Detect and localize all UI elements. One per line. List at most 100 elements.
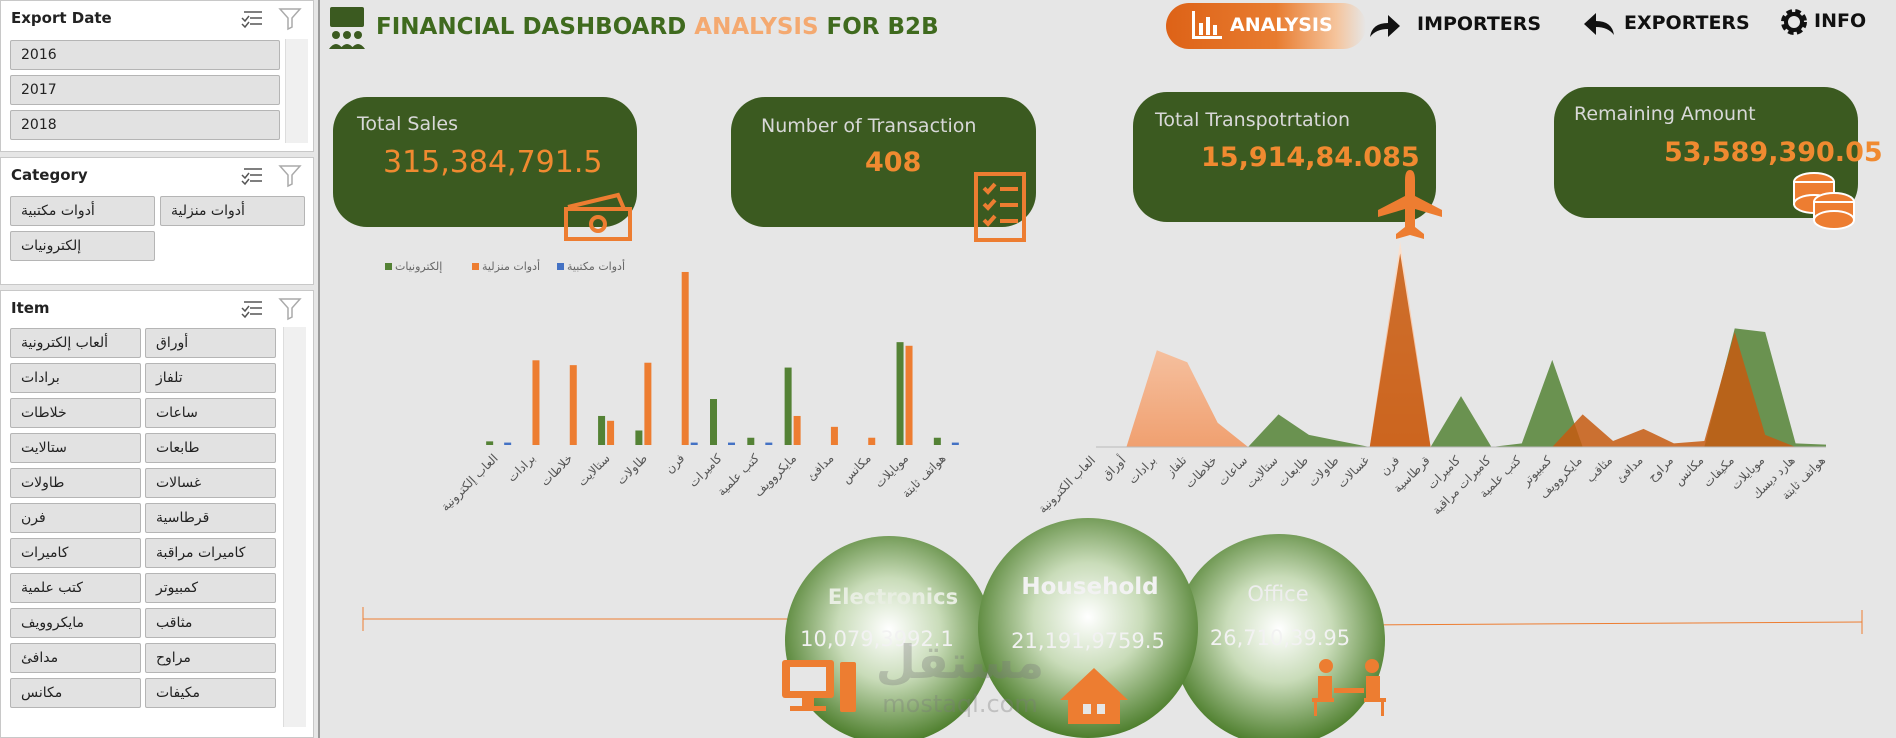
bubble-label: Office xyxy=(1247,582,1308,606)
bar xyxy=(598,415,606,445)
bar xyxy=(607,420,615,445)
slicer-button[interactable]: خلاطات xyxy=(10,398,141,428)
slicer-button[interactable]: مدافئ xyxy=(10,643,141,673)
x-tick-label: طابعات xyxy=(1275,453,1311,489)
x-tick-label: برادات xyxy=(1126,453,1160,487)
x-tick-label: برادات xyxy=(505,451,539,485)
slicer-button[interactable]: مكيفات xyxy=(145,678,276,708)
slicer-icons xyxy=(241,298,302,321)
x-tick-label: العاب إلكترونية xyxy=(438,451,501,514)
computer-icon xyxy=(782,660,856,712)
scrollbar[interactable] xyxy=(285,39,308,143)
money-icon xyxy=(564,192,632,241)
kpi-label: Total Transpotrtation xyxy=(1155,109,1351,131)
slicer-title: Item xyxy=(11,299,50,317)
legend-label: إلكترونيات xyxy=(395,260,442,273)
slicer-button[interactable]: أدوات منزلية xyxy=(160,196,305,226)
x-tick-label: مكانس xyxy=(839,451,875,487)
divider-line xyxy=(1359,621,1863,626)
slicer-button[interactable]: مايكروويف xyxy=(10,608,141,638)
slicer-button[interactable]: كاميرات مراقبة xyxy=(145,538,276,568)
slicer-button[interactable]: مثاقب xyxy=(145,608,276,638)
nav-label[interactable]: ANALYSIS xyxy=(1230,14,1333,36)
x-tick-label: ستالايت xyxy=(575,451,613,489)
slicer-button[interactable]: فرن xyxy=(10,503,141,533)
kpi-card: Remaining Amount 53,589,390.05 xyxy=(1554,87,1883,218)
bar xyxy=(747,437,755,445)
slicer-title: Category xyxy=(11,166,88,184)
nav-icon xyxy=(1781,9,1807,35)
x-tick-label: ستالايت xyxy=(1243,453,1281,491)
bubble xyxy=(785,536,993,738)
slicer-button[interactable]: كتب علمية xyxy=(10,573,141,603)
slicer-button[interactable]: قرطاسية xyxy=(145,503,276,533)
nav-icon xyxy=(1370,15,1400,37)
slicer-button[interactable]: أوراق xyxy=(145,328,276,358)
slicer-button[interactable]: ستالايت xyxy=(10,433,141,463)
slicer-button[interactable]: 2017 xyxy=(10,75,280,105)
bar xyxy=(933,437,941,445)
kpi-label: Remaining Amount xyxy=(1574,103,1756,125)
slicer-button[interactable]: مكانس xyxy=(10,678,141,708)
bubble-section: Electronics 10,079,3992.1 Household 21,1… xyxy=(362,518,1863,738)
bar xyxy=(690,442,698,445)
x-tick-label: طاولات xyxy=(614,451,651,488)
area xyxy=(1096,253,1826,447)
bubble-value: 21,191,9759.5 xyxy=(1011,629,1165,653)
kpi-label: Number of Transaction xyxy=(761,115,977,137)
slicer-button[interactable]: تلفاز xyxy=(145,363,276,393)
bar xyxy=(765,442,773,445)
x-tick-label: فرن xyxy=(662,451,688,477)
nav-icon xyxy=(1192,11,1222,39)
bar xyxy=(569,365,577,445)
nav-label[interactable]: IMPORTERS xyxy=(1417,13,1542,35)
x-tick-label: العاب الكترونية xyxy=(1035,453,1098,516)
slicer-button[interactable]: ساعات xyxy=(145,398,276,428)
bar xyxy=(635,430,643,445)
slicer-button[interactable]: كاميرات xyxy=(10,538,141,568)
bubble-value: 26,710,39.95 xyxy=(1210,626,1350,650)
bar xyxy=(486,441,494,445)
slicer-button[interactable]: برادات xyxy=(10,363,141,393)
slicer-button[interactable]: إلكترونيات xyxy=(10,231,155,261)
kpi-card: Total Transpotrtation 15,914,84.085 xyxy=(1133,92,1436,222)
logo-icon xyxy=(329,7,365,49)
kpi-value: 315,384,791.5 xyxy=(383,145,603,180)
legend-label: أدوات منزلية xyxy=(482,259,540,273)
slicer-icons xyxy=(241,8,302,188)
title-text: FOR B2B xyxy=(826,14,939,40)
bar xyxy=(896,342,904,445)
kpi-value: 15,914,84.085 xyxy=(1201,142,1420,173)
x-tick-label: مدافئ xyxy=(804,451,836,483)
bar xyxy=(710,399,717,445)
slicer-button[interactable]: 2016 xyxy=(10,40,280,70)
slicer-button[interactable]: 2018 xyxy=(10,110,280,140)
slicer-button[interactable]: ألعاب إلكترونية xyxy=(10,328,141,358)
slicer-button[interactable]: مراوح xyxy=(145,643,276,673)
bubble-value: 10,079,3992.1 xyxy=(800,627,954,651)
slicer-button[interactable]: أدوات مكتبية xyxy=(10,196,155,226)
house-icon xyxy=(1060,668,1128,724)
x-tick-label: مدافئ xyxy=(1613,453,1645,485)
scrollbar[interactable] xyxy=(283,327,306,727)
bar xyxy=(868,437,876,445)
slicer-button[interactable]: كمبيوتر xyxy=(145,573,276,603)
nav-label[interactable]: INFO xyxy=(1814,10,1867,32)
slicer-button[interactable]: طابعات xyxy=(145,433,276,463)
dashboard-title: FINANCIAL DASHBOARD ANALYSIS FOR B2B xyxy=(376,14,939,40)
bubble-label: Household xyxy=(1021,574,1158,600)
bar xyxy=(830,426,838,445)
bar xyxy=(951,442,959,445)
nav-label[interactable]: EXPORTERS xyxy=(1624,12,1750,34)
slicer-button[interactable]: طاولات xyxy=(10,468,141,498)
area xyxy=(1096,328,1826,447)
x-tick-label: طاولات xyxy=(1305,453,1342,490)
x-tick-label: خلاطات xyxy=(538,451,576,489)
bar xyxy=(784,367,792,445)
bubble-label: Electronics xyxy=(828,585,958,609)
slicer-button[interactable]: غسالات xyxy=(145,468,276,498)
kpi-value: 53,589,390.05 xyxy=(1664,137,1883,168)
coins-icon xyxy=(1793,172,1855,230)
bar xyxy=(793,415,801,445)
